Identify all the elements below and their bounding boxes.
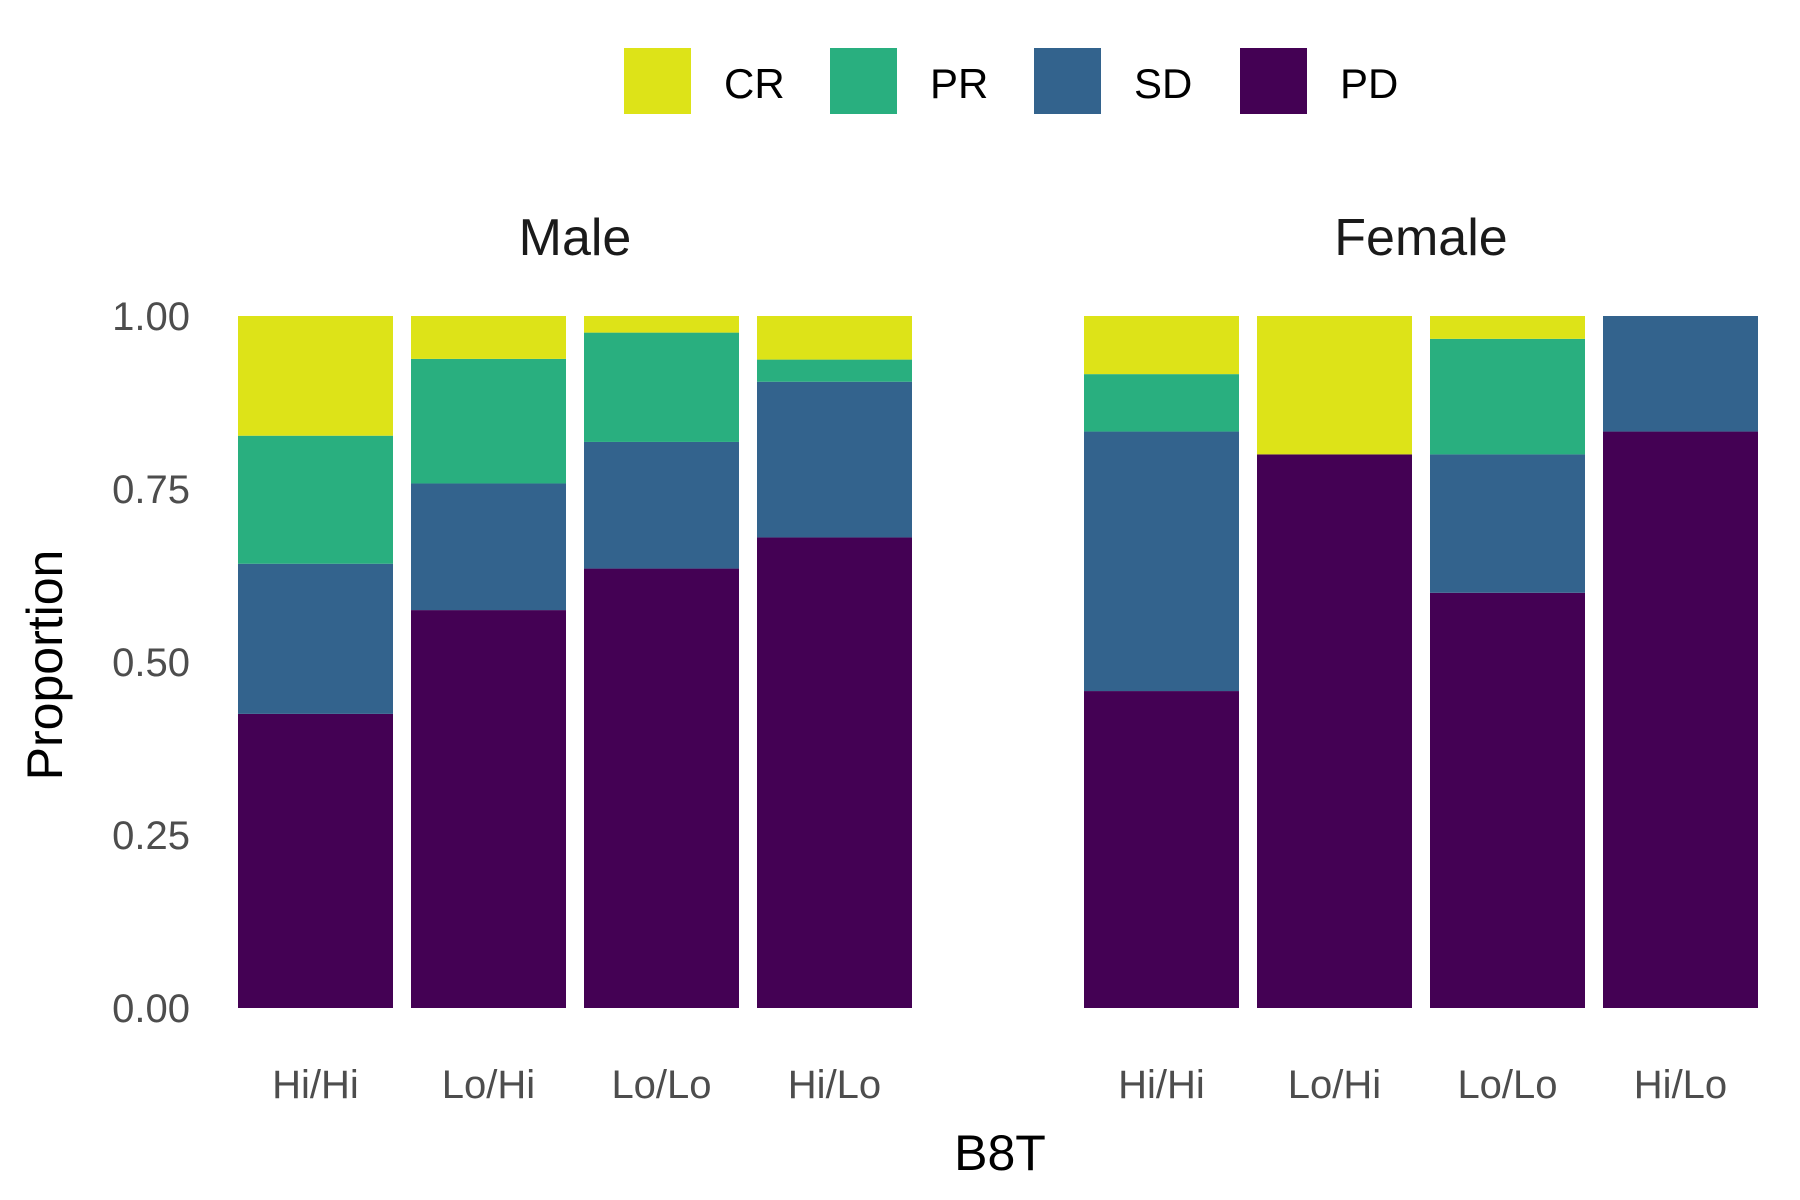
x-tick-label: Lo/Lo: [1457, 1063, 1557, 1107]
bar-segment-sd: [757, 381, 912, 538]
bar-segment-pr: [757, 359, 912, 382]
x-tick-label: Lo/Hi: [1288, 1063, 1381, 1107]
bar-segment-pd: [411, 610, 566, 1008]
bar-segment-sd: [1603, 316, 1758, 432]
y-tick-label: 0.00: [112, 987, 190, 1031]
legend-label-sd: SD: [1134, 60, 1192, 107]
bar-segment-pr: [1084, 374, 1239, 432]
x-tick-label: Lo/Lo: [611, 1063, 711, 1107]
x-tick-label: Hi/Hi: [1118, 1063, 1205, 1107]
bar-segment-sd: [1430, 454, 1585, 593]
legend-item-pd: PD: [1240, 48, 1398, 114]
facet-title: Male: [519, 209, 632, 267]
facet-male: Male Hi/Hi Lo/Hi Lo/Lo Hi/Lo: [238, 209, 912, 1107]
facets: Male Hi/Hi Lo/Hi Lo/Lo Hi/Lo Female Hi/Hi Lo/Hi…: [238, 209, 1758, 1107]
bar-segment-pd: [1430, 592, 1585, 1008]
bar-segment-pd: [757, 537, 912, 1008]
bar-segment-cr: [757, 316, 912, 360]
bar-segment-sd: [1084, 431, 1239, 692]
y-tick-label: 1.00: [112, 295, 190, 339]
bar-segment-cr: [238, 316, 393, 436]
legend-swatch-pr: [830, 48, 897, 114]
bar-segment-cr: [1257, 316, 1412, 455]
bar-segment-pr: [411, 358, 566, 484]
bar-segment-cr: [411, 316, 566, 359]
legend-swatch-cr: [624, 48, 691, 114]
y-axis: 0.00 0.25 0.50 0.75 1.00: [112, 295, 190, 1031]
legend-swatch-pd: [1240, 48, 1307, 114]
facet-title: Female: [1334, 209, 1507, 267]
x-axis-title: B8T: [954, 1125, 1046, 1181]
bar-segment-cr: [1430, 316, 1585, 339]
x-tick-label: Hi/Lo: [788, 1063, 881, 1107]
x-tick-label: Lo/Hi: [442, 1063, 535, 1107]
bar-segment-pd: [584, 568, 739, 1008]
x-tick-label: Hi/Hi: [272, 1063, 359, 1107]
legend-label-cr: CR: [724, 60, 785, 107]
bar-segment-pr: [584, 332, 739, 442]
bar-segment-pd: [238, 713, 393, 1008]
legend: CR PR SD PD: [624, 48, 1398, 114]
legend-label-pd: PD: [1340, 60, 1398, 107]
legend-item-cr: CR: [624, 48, 785, 114]
bar-segment-cr: [1084, 316, 1239, 375]
y-tick-label: 0.75: [112, 468, 190, 512]
bar-segment-sd: [411, 483, 566, 611]
bar-segment-sd: [238, 563, 393, 714]
bar-segment-pr: [1430, 338, 1585, 455]
bar-segment-sd: [584, 441, 739, 569]
bar-segment-pd: [1257, 454, 1412, 1008]
bar-segment-pd: [1603, 431, 1758, 1009]
y-tick-label: 0.50: [112, 641, 190, 685]
legend-item-pr: PR: [830, 48, 988, 114]
y-axis-title: Proportion: [17, 550, 73, 781]
x-tick-label: Hi/Lo: [1634, 1063, 1727, 1107]
bar-segment-pr: [238, 435, 393, 564]
bar-segment-pd: [1084, 691, 1239, 1008]
legend-swatch-sd: [1034, 48, 1101, 114]
legend-label-pr: PR: [930, 60, 988, 107]
facet-female: Female Hi/Hi Lo/Hi Lo/Lo Hi/Lo: [1084, 209, 1758, 1107]
y-tick-label: 0.25: [112, 814, 190, 858]
legend-item-sd: SD: [1034, 48, 1192, 114]
bar-segment-cr: [584, 316, 739, 333]
